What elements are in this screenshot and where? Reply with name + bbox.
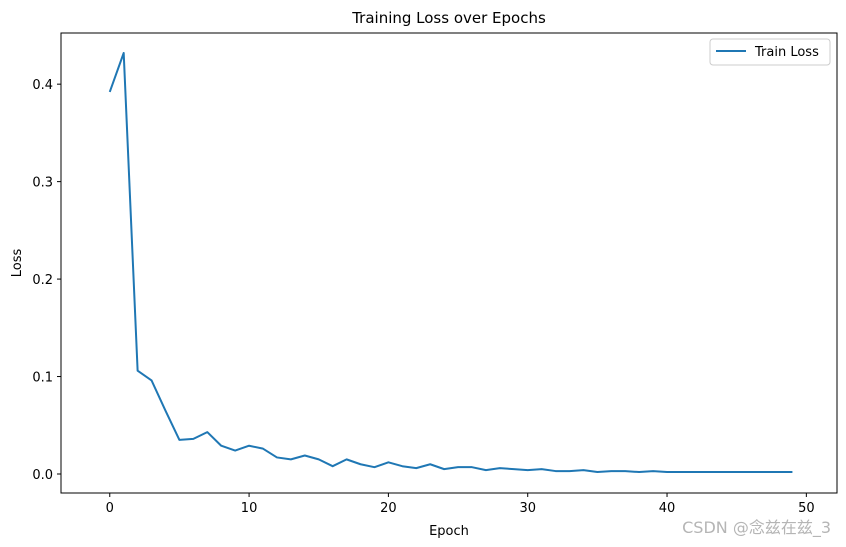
plot-frame [60, 32, 838, 494]
x-tick-label: 10 [241, 501, 258, 516]
y-tick-label: 0.2 [32, 273, 53, 288]
x-axis-label: Epoch [429, 524, 469, 539]
y-tick-label: 0.3 [32, 176, 53, 191]
series-group [108, 51, 793, 474]
axes [60, 32, 838, 494]
x-tick-label: 30 [519, 501, 536, 516]
y-tick-label: 0.0 [32, 468, 53, 483]
legend-label: Train Loss [754, 45, 819, 60]
y-tick-label: 0.1 [32, 371, 53, 386]
y-tick-label: 0.4 [32, 78, 53, 93]
x-tick-label: 20 [380, 501, 397, 516]
series-line-train-loss [108, 51, 793, 474]
x-tick-label: 0 [106, 501, 114, 516]
x-tick-label: 50 [798, 501, 815, 516]
legend: Train Loss [709, 38, 831, 66]
y-axis-ticks: 0.0 0.1 0.2 0.3 0.4 [32, 78, 61, 483]
chart-title: Training Loss over Epochs [351, 9, 546, 27]
legend-box [709, 38, 831, 66]
y-axis-label: Loss [10, 249, 25, 278]
watermark: CSDN @念兹在兹_3 [682, 518, 831, 538]
x-axis-ticks: 0 10 20 30 40 50 [106, 493, 815, 516]
x-tick-label: 40 [659, 501, 676, 516]
